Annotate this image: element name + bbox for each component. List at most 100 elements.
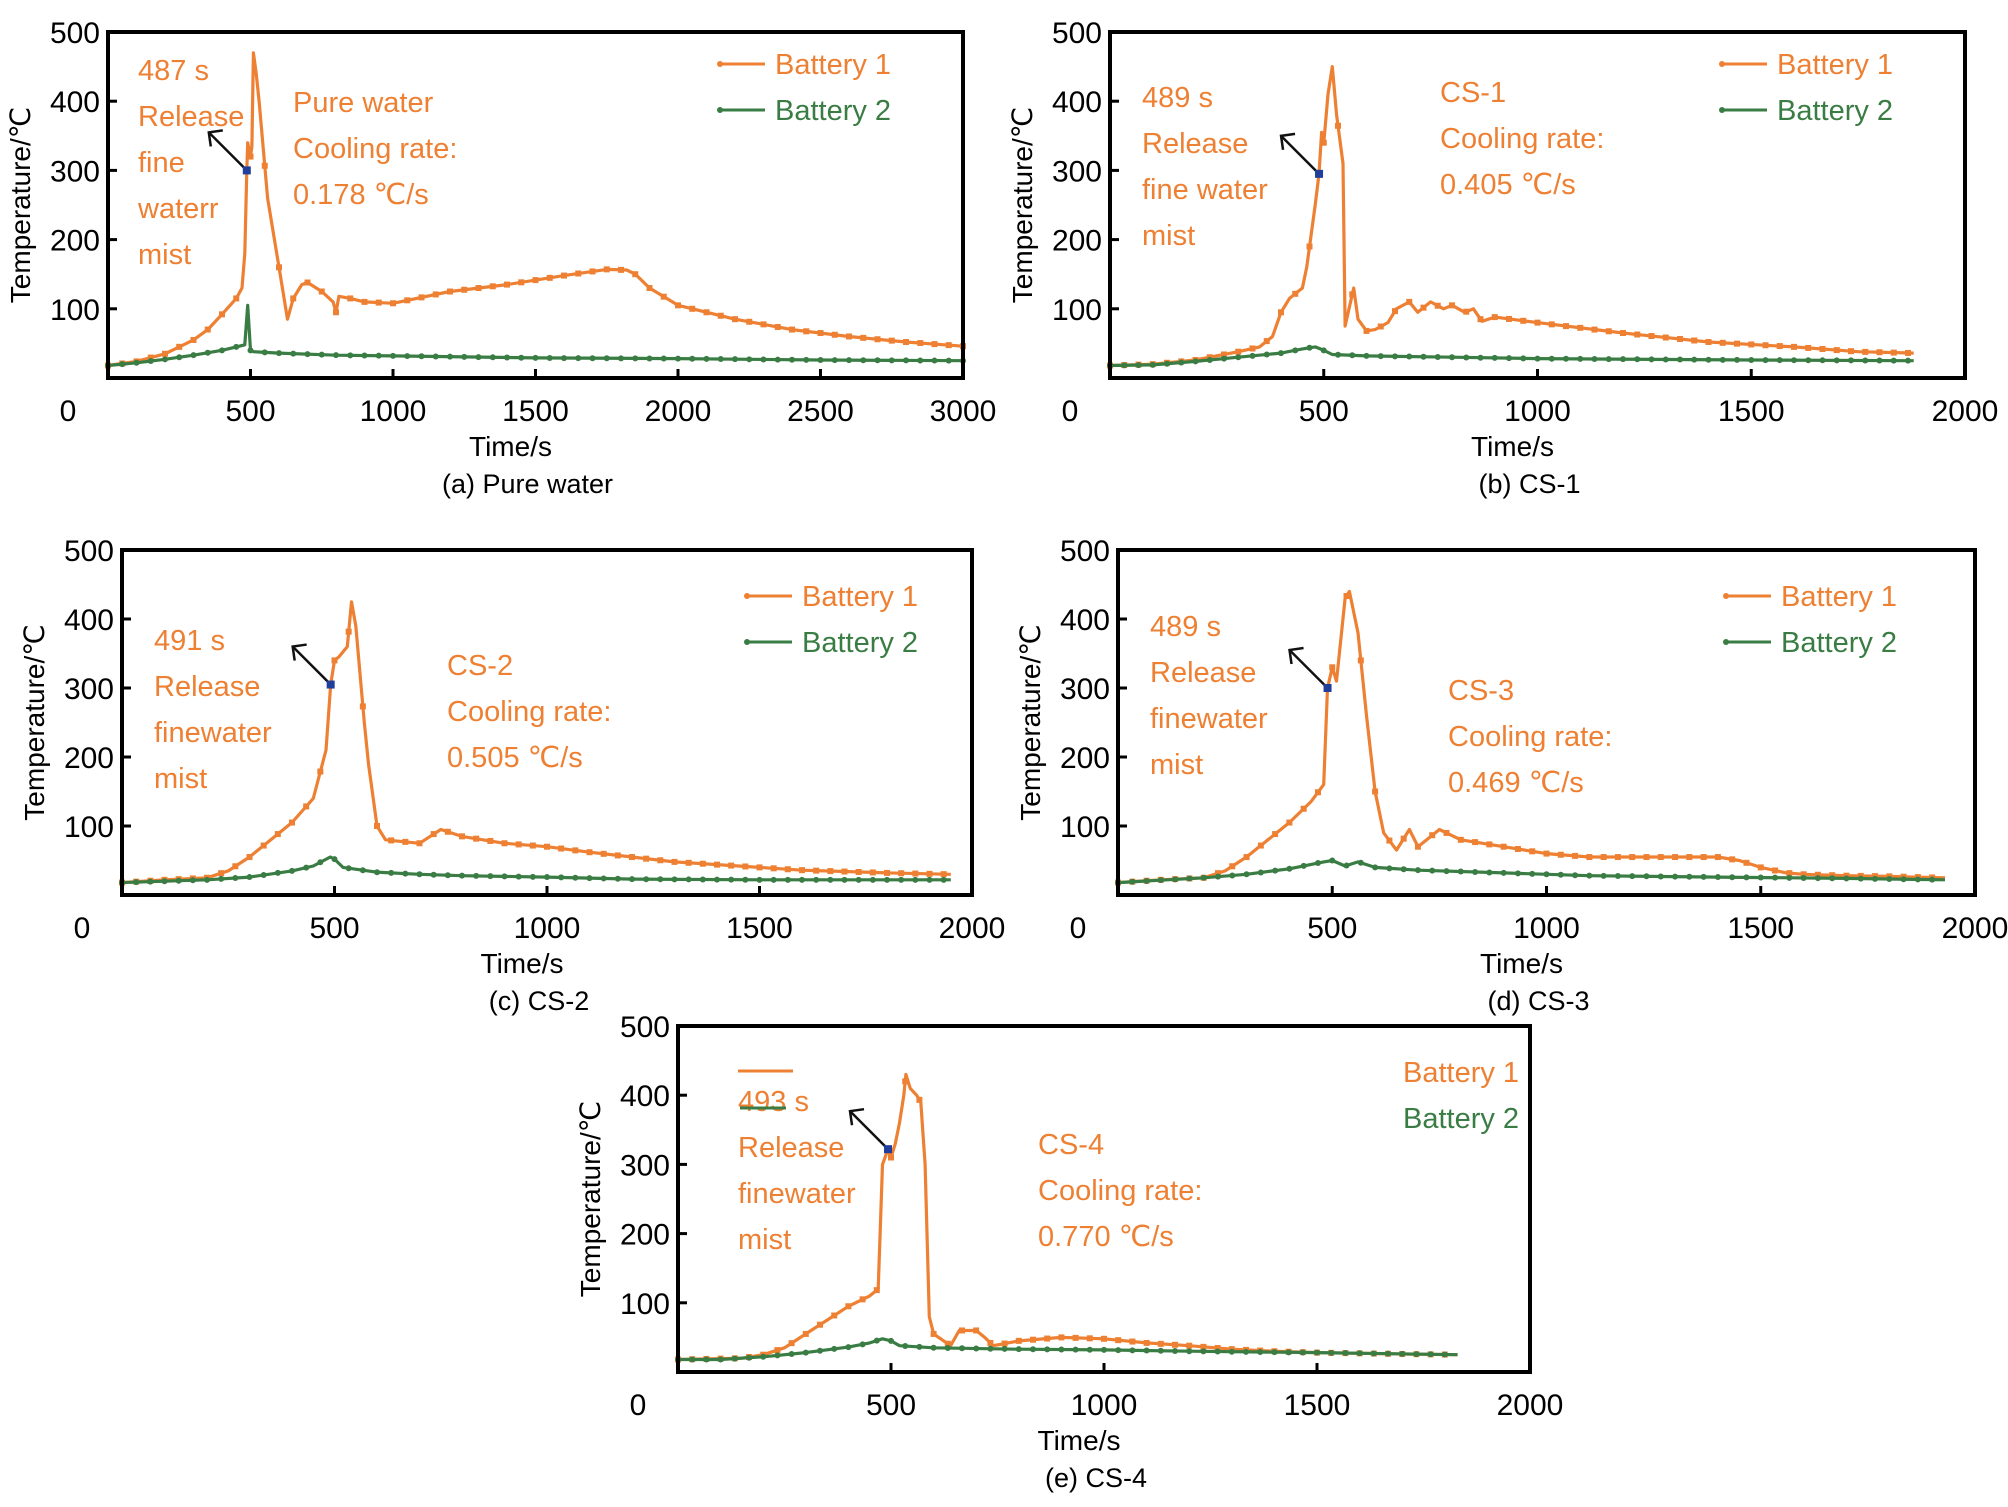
x-tick-label: 0 [1062,395,1079,428]
y-tick-label: 200 [50,225,100,258]
data-point-battery-2 [1372,864,1379,871]
data-point-battery-1 [233,295,240,302]
data-point-battery-1 [987,1339,994,1346]
data-point-battery-2 [1377,353,1384,360]
data-point-battery-2 [1500,869,1507,876]
legend-marker-icon [1719,61,1725,67]
cooling-rate-label: Cooling rate: [447,696,611,728]
data-point-battery-2 [732,356,738,363]
data-point-battery-1 [1129,1338,1136,1345]
data-point-battery-2 [461,353,468,360]
data-point-battery-1 [903,339,909,346]
release-arrow [849,1110,889,1151]
y-tick-label: 100 [620,1288,670,1321]
release-annotation-line: 487 s [138,55,209,87]
data-point-battery-2 [1563,355,1569,362]
data-point-battery-2 [1370,1350,1377,1357]
data-point-battery-2 [1805,357,1812,364]
data-point-battery-1 [402,838,409,845]
data-point-battery-2 [1548,355,1555,362]
data-point-battery-1 [1514,846,1521,852]
y-tick-label: 400 [64,604,114,637]
x-tick-label: 500 [866,1389,916,1422]
data-point-battery-1 [1800,871,1807,878]
data-point-battery-2 [1406,353,1413,360]
data-point-battery-2 [1729,874,1736,881]
data-point-battery-1 [1229,863,1236,870]
data-point-battery-2 [1577,355,1584,362]
data-point-battery-2 [831,1345,838,1352]
x-axis-title: Time/s [1471,431,1554,462]
data-point-battery-1 [318,288,325,295]
data-point-battery-1 [803,328,810,335]
data-point-battery-1 [945,342,952,349]
panel-caption: (a) Pure water [442,469,613,499]
data-point-battery-2 [1677,356,1683,363]
data-point-battery-2 [714,876,720,883]
data-point-battery-2 [432,353,439,360]
data-point-battery-1 [1329,664,1336,671]
chart-panel-e: 100 200 300 400 500 0 500 1000 1500 2000 Time/s Tem… [575,1011,1563,1493]
data-point-battery-2 [671,876,678,883]
data-point-battery-1 [1662,334,1669,341]
data-point-battery-2 [1506,355,1512,362]
data-point-battery-1 [432,291,439,298]
data-point-battery-1 [841,868,848,875]
data-point-battery-2 [1443,868,1450,875]
data-point-battery-1 [1548,321,1555,328]
data-point-battery-1 [973,1327,980,1334]
data-point-battery-2 [1829,875,1836,882]
data-point-battery-1 [1805,344,1812,351]
data-point-battery-1 [859,1296,866,1303]
y-tick-label: 100 [1060,811,1110,844]
data-point-battery-2 [689,355,696,362]
data-point-battery-2 [987,1345,994,1352]
data-point-battery-2 [1044,1346,1051,1353]
data-point-battery-1 [219,311,225,318]
data-point-battery-1 [789,326,795,333]
data-point-battery-1 [1705,339,1712,346]
data-point-battery-1 [657,857,664,864]
data-point-battery-2 [190,352,197,359]
x-axis-title: Time/s [1038,1425,1121,1456]
data-point-battery-2 [813,876,820,883]
data-point-battery-2 [1734,356,1740,363]
data-point-battery-1 [561,272,567,279]
legend-label-battery-2: Battery 2 [1781,627,1897,659]
data-point-battery-1 [361,298,368,305]
data-point-battery-2 [603,355,610,362]
data-point-battery-1 [375,299,382,306]
data-point-battery-2 [189,877,196,884]
data-point-battery-2 [1335,351,1341,358]
data-point-battery-2 [416,871,423,878]
data-point-battery-2 [1172,1348,1178,1355]
data-point-battery-1 [1772,867,1779,874]
data-point-battery-2 [788,1351,795,1358]
data-point-battery-1 [1557,851,1564,858]
data-point-battery-1 [1591,326,1598,333]
data-point-battery-1 [347,295,354,302]
data-point-battery-2 [1186,875,1193,882]
cooling-rate-label: 0.405 ℃/s [1440,169,1576,201]
data-point-battery-1 [1221,351,1227,358]
data-point-battery-2 [926,876,933,883]
release-annotation-line: finewater [154,717,272,749]
data-point-battery-1 [831,331,838,338]
data-point-battery-2 [1363,352,1370,359]
panel-caption: (d) CS-3 [1487,986,1589,1016]
data-point-battery-2 [1905,357,1911,364]
data-point-battery-1 [572,847,579,854]
data-point-battery-2 [247,347,254,354]
data-point-battery-2 [133,879,140,886]
cooling-rate-label: Cooling rate: [1448,721,1612,753]
data-point-battery-2 [731,1355,738,1362]
data-point-battery-1 [1672,854,1679,861]
legend-marker-icon [1723,639,1729,645]
legend-label-battery-2: Battery 2 [775,95,891,127]
data-point-battery-2 [1629,873,1636,880]
data-point-battery-2 [1705,356,1712,363]
release-point-marker [1315,169,1324,178]
data-point-battery-1 [1015,1337,1022,1344]
legend-label-battery-2: Battery 2 [1403,1103,1519,1135]
release-annotation-line: finewater [1150,703,1268,735]
